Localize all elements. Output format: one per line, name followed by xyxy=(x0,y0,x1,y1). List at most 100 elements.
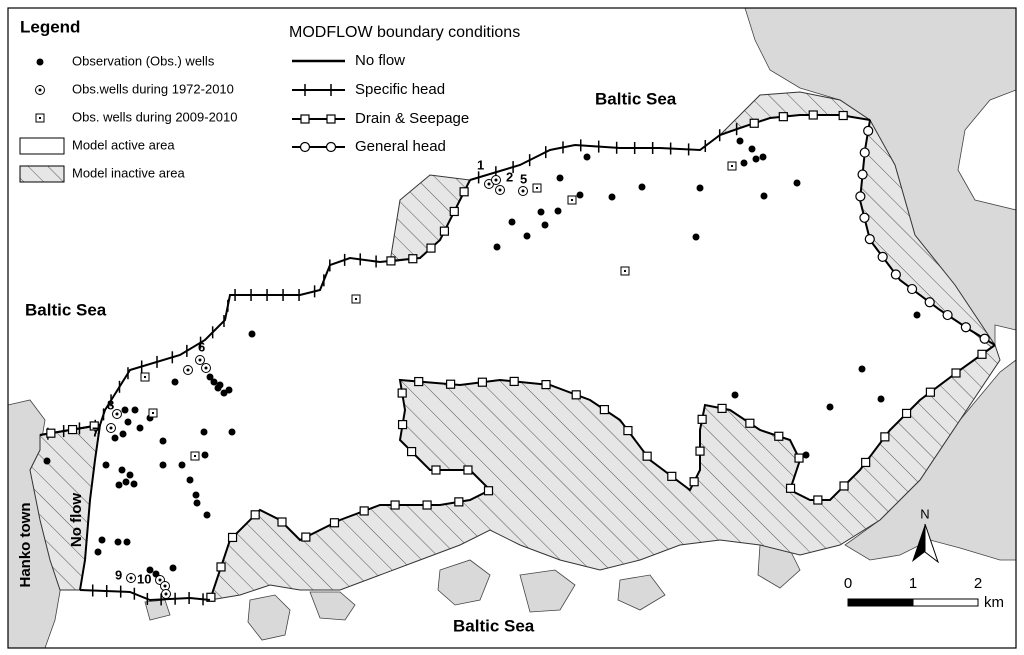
marker xyxy=(227,532,238,543)
scale-label: 0 xyxy=(844,575,852,592)
observation-well xyxy=(583,153,591,161)
island xyxy=(309,591,356,621)
well-1972-2010-center xyxy=(109,426,113,430)
marker xyxy=(960,322,971,333)
well-1972-2010-center xyxy=(498,188,502,192)
marker xyxy=(808,110,818,120)
marker xyxy=(977,349,987,359)
marker xyxy=(325,141,337,153)
marker xyxy=(414,376,424,387)
observation-well xyxy=(228,428,236,436)
well-1972-2010-center xyxy=(186,368,190,372)
observation-well xyxy=(493,243,501,251)
marker xyxy=(778,112,788,122)
marker xyxy=(408,254,418,264)
well-2009-2010-center xyxy=(571,199,573,201)
marker xyxy=(459,187,469,197)
well-2009-2010-center xyxy=(355,298,357,300)
well-label: 7 xyxy=(92,424,99,439)
well-1972-2010-center xyxy=(487,182,491,186)
well-label: 1 xyxy=(477,157,484,172)
marker xyxy=(857,169,868,180)
marker xyxy=(838,110,848,121)
observation-well xyxy=(877,395,885,403)
observation-well xyxy=(220,389,228,397)
boundary-line xyxy=(209,344,996,601)
observation-well xyxy=(759,153,767,161)
observation-well xyxy=(638,183,646,191)
marker xyxy=(571,390,581,400)
marker xyxy=(924,297,935,308)
legend-symbol xyxy=(39,117,41,119)
legend-item: Specific head xyxy=(355,81,445,98)
marker xyxy=(206,592,216,602)
legend-item: Model active area xyxy=(72,137,175,152)
scale-segment xyxy=(847,598,914,607)
marker xyxy=(463,465,473,475)
boundary-legend: MODFLOW boundary conditions No flow Spec… xyxy=(289,24,520,155)
marker xyxy=(785,483,796,493)
observation-well xyxy=(576,191,584,199)
well-1972-2010-center xyxy=(204,366,208,370)
marker xyxy=(774,431,784,441)
boundary-line xyxy=(79,589,211,602)
observation-well xyxy=(122,478,130,486)
legend-item: No flow xyxy=(355,52,405,69)
legend-symbol xyxy=(36,58,44,66)
observation-well xyxy=(731,391,739,399)
marker xyxy=(880,432,890,442)
observation-well xyxy=(826,403,834,411)
marker xyxy=(813,495,823,505)
observation-well xyxy=(740,159,748,167)
marker xyxy=(794,453,804,463)
observation-well xyxy=(858,365,866,373)
marker xyxy=(397,388,407,398)
observation-well xyxy=(802,451,810,459)
observation-well xyxy=(523,232,531,240)
legend-item: Obs.wells during 1972-2010 xyxy=(72,81,234,96)
well-2009-2010-center xyxy=(536,187,538,189)
well-label: 2 xyxy=(506,169,513,184)
observation-well xyxy=(102,461,110,469)
well-2009-2010-center xyxy=(624,270,626,272)
marker xyxy=(951,368,961,378)
scale-unit: km xyxy=(984,594,1004,611)
legend-symbol xyxy=(292,141,345,153)
marker xyxy=(89,421,99,431)
marker xyxy=(439,226,450,236)
north-arrow-right xyxy=(924,523,940,564)
legend-symbol xyxy=(19,165,65,183)
marker xyxy=(623,425,633,436)
observation-well xyxy=(123,538,131,546)
observation-well xyxy=(203,511,211,519)
observation-well xyxy=(541,221,549,229)
well-2009-2010-center xyxy=(194,455,196,457)
observation-well xyxy=(248,330,256,338)
frame xyxy=(7,7,1017,649)
legend-item: Drain & Seepage xyxy=(355,110,469,127)
island xyxy=(247,594,291,641)
observation-well xyxy=(121,406,129,414)
legend-item: Model inactive area xyxy=(72,165,185,180)
boundary-line xyxy=(379,179,471,263)
marker xyxy=(717,403,727,414)
marker xyxy=(446,379,456,389)
marker xyxy=(859,212,870,223)
marker xyxy=(277,517,287,527)
marker xyxy=(642,451,652,461)
marker xyxy=(863,125,874,136)
well-1972-2010-center xyxy=(198,358,202,362)
observation-well xyxy=(200,428,208,436)
observation-well xyxy=(760,192,768,200)
marker xyxy=(326,114,336,124)
place-label: Baltic Sea xyxy=(453,616,535,635)
observation-well xyxy=(118,466,126,474)
legend-symbol xyxy=(38,88,42,92)
observation-well xyxy=(124,418,132,426)
legend: Legend Observation (Obs.) wells Obs.well… xyxy=(19,17,238,183)
marker xyxy=(979,333,990,344)
observation-well xyxy=(214,384,222,392)
boundary-line xyxy=(739,114,871,129)
legend-title: Legend xyxy=(20,17,80,36)
marker xyxy=(67,424,78,435)
